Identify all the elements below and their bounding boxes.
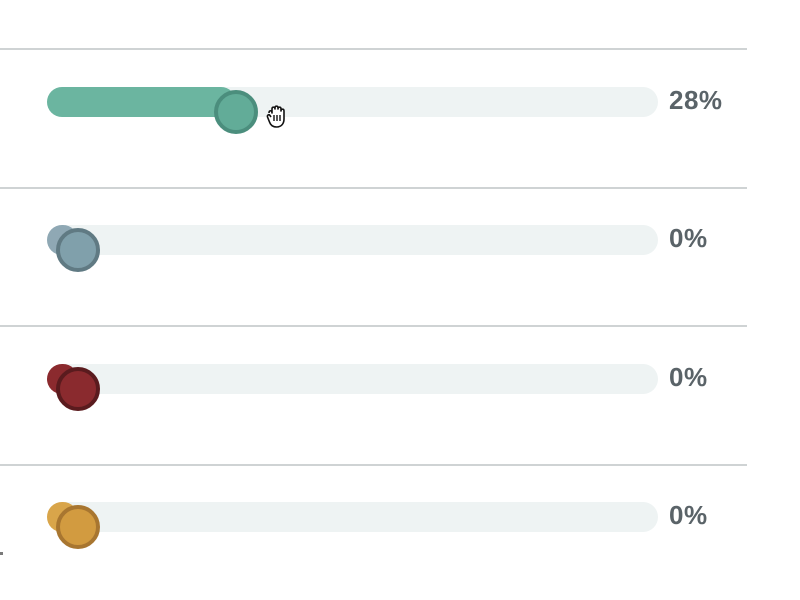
slider-track[interactable] xyxy=(47,87,658,134)
divider-1 xyxy=(0,187,747,189)
slider-track[interactable] xyxy=(47,225,658,272)
slider-thumb[interactable] xyxy=(214,90,259,134)
slider-row-1: 28% xyxy=(0,72,800,134)
slider-track[interactable] xyxy=(47,502,658,549)
slider-fill xyxy=(47,87,237,117)
divider-3 xyxy=(0,464,747,466)
slider-track[interactable] xyxy=(47,364,658,411)
grab-hand-icon xyxy=(266,105,285,128)
divider-top xyxy=(0,48,747,50)
slider-value-label: 28% xyxy=(669,85,723,115)
slider-thumb[interactable] xyxy=(56,505,100,549)
slider-thumb[interactable] xyxy=(56,228,100,272)
stray-pixel xyxy=(0,552,3,555)
slider-row-2: 0% xyxy=(0,210,800,272)
slider-row-4: 0% xyxy=(0,487,800,549)
slider-value-label: 0% xyxy=(669,362,708,392)
slider-value-label: 0% xyxy=(669,500,708,530)
divider-2 xyxy=(0,325,747,327)
slider-value-label: 0% xyxy=(669,223,708,253)
slider-row-3: 0% xyxy=(0,349,800,411)
slider-thumb[interactable] xyxy=(56,367,100,411)
